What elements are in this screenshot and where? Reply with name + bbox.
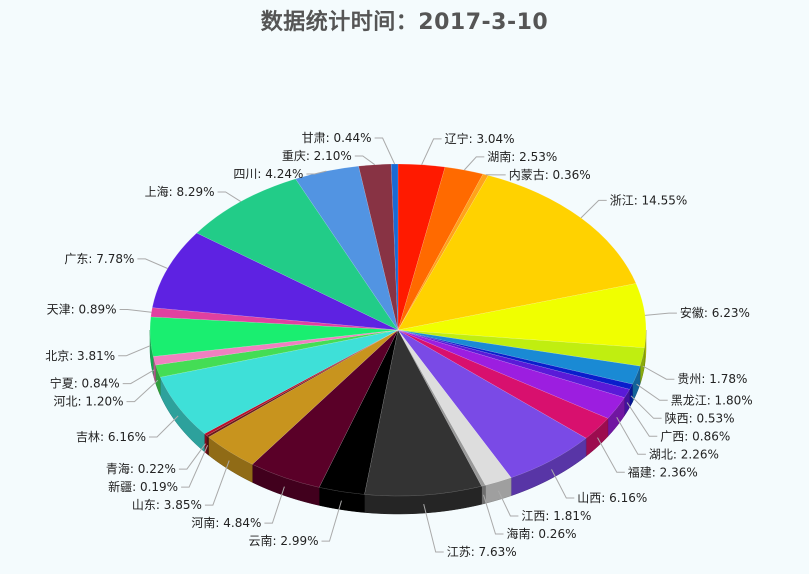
leader-line-3 [580,199,607,219]
leader-line-5 [642,365,675,380]
leader-lines [118,137,677,553]
leader-line-27 [306,170,327,175]
pie-slice-6[interactable] [397,329,641,385]
pie-slice-9[interactable] [397,329,625,419]
data-label-0: 辽宁: 3.04% [445,131,515,146]
leader-line-8 [626,402,658,437]
leader-line-25 [137,258,168,269]
pie-slice-10[interactable] [397,329,609,439]
data-label-5: 贵州: 1.78% [677,372,747,386]
pie-slice-14[interactable] [364,329,482,497]
leader-line-26 [217,191,242,203]
leader-line-13 [483,494,504,535]
data-label-26: 上海: 8.29% [145,184,215,199]
pie-slice-8[interactable] [397,329,630,398]
data-label-7: 陕西: 0.53% [665,410,735,425]
leader-line-20 [149,415,179,438]
leader-line-15 [321,500,342,542]
data-label-21: 河北: 1.20% [54,395,124,409]
pie-slice-12[interactable] [397,329,512,486]
pie-slice-22[interactable] [152,329,399,366]
pie-slice-11[interactable] [397,329,587,479]
pie-top [149,163,647,497]
pie-slice-16[interactable] [251,329,399,488]
data-label-28: 重庆: 2.10% [282,149,352,163]
leader-line-28 [354,155,376,166]
pie-slice-2[interactable] [397,173,489,331]
pie-slice-25[interactable] [151,232,399,331]
leader-line-18 [181,445,209,488]
pie-slice-1[interactable] [397,166,484,331]
data-label-8: 广西: 0.86% [660,429,730,443]
leader-line-11 [551,469,575,499]
leader-line-29 [374,137,396,165]
data-label-10: 福建: 2.36% [628,464,698,479]
data-label-20: 吉林: 6.16% [76,430,146,444]
leader-line-7 [630,395,662,419]
leader-line-24 [119,309,152,313]
pie-slice-27[interactable] [295,165,399,331]
pie-slice-28[interactable] [358,163,399,331]
data-label-16: 河南: 4.84% [191,515,261,530]
data-label-29: 甘肃: 0.44% [302,131,372,145]
pie-slice-19[interactable] [204,329,399,436]
pie-slice-24[interactable] [150,307,399,331]
leader-line-19 [178,443,206,470]
leader-line-0 [421,138,442,166]
leader-line-9 [616,416,646,455]
pie-slice-13[interactable] [397,329,486,487]
data-label-13: 海南: 0.26% [507,526,577,541]
pie-slice-29[interactable] [390,163,399,331]
data-label-17: 山东: 3.85% [132,498,202,512]
data-label-19: 青海: 0.22% [106,461,176,476]
data-label-15: 云南: 2.99% [249,533,319,548]
leader-line-21 [126,379,159,403]
data-label-22: 宁夏: 0.84% [50,376,120,391]
leader-line-12 [497,490,519,517]
pie-sides [149,329,647,515]
data-label-23: 北京: 3.81% [45,349,115,363]
data-label-2: 内蒙古: 0.36% [509,167,591,182]
pie-slice-17[interactable] [208,329,399,465]
data-label-25: 广东: 7.78% [64,252,134,266]
pie-slice-26[interactable] [196,178,399,331]
chart-title: 数据统计时间：2017-3-10 [260,10,549,35]
leader-line-16 [264,486,285,524]
data-label-12: 江西: 1.81% [521,509,591,523]
leader-line-17 [204,460,230,506]
data-label-3: 浙江: 14.55% [610,193,688,207]
leader-line-1 [463,156,485,171]
data-label-6: 黑龙江: 1.80% [671,393,753,407]
pie-slice-18[interactable] [206,329,399,438]
pie-slice-7[interactable] [397,329,633,390]
leader-line-4 [644,312,677,316]
pie-slice-3[interactable] [397,175,637,331]
pie-slice-5[interactable] [397,329,645,367]
leader-line-14 [423,503,444,553]
data-labels: 辽宁: 3.04% 湖南: 2.53% 内蒙古: 0.36% 浙江: 14.55% 安徽… [45,131,752,559]
data-label-11: 山西: 6.16% [577,491,647,505]
pie-slice-20[interactable] [159,329,399,435]
data-label-4: 安徽: 6.23% [680,305,750,320]
leader-line-23 [118,345,151,357]
pie-slice-23[interactable] [149,316,399,357]
data-label-27: 四川: 4.24% [233,167,303,181]
pie-slice-15[interactable] [318,329,399,495]
data-label-14: 江苏: 7.63% [447,545,517,559]
leader-line-22 [122,369,155,385]
data-label-24: 天津: 0.89% [47,303,117,317]
data-label-9: 湖北: 2.26% [649,446,719,461]
pie-slice-21[interactable] [155,329,399,378]
leader-line-6 [636,383,668,401]
data-label-18: 新疆: 0.19% [108,479,178,494]
leader-line-10 [597,437,625,473]
data-label-1: 湖南: 2.53% [487,149,557,164]
